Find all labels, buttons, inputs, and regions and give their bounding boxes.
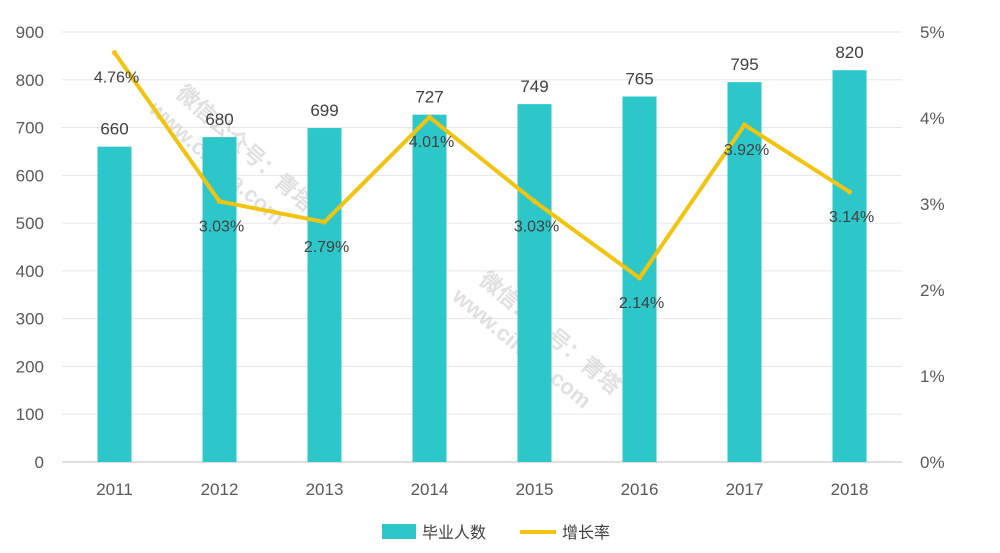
y-left-tick-label: 800 bbox=[16, 71, 44, 90]
x-tick-label: 2014 bbox=[411, 480, 449, 499]
y-left-tick-label: 300 bbox=[16, 310, 44, 329]
y-right-tick-label: 1% bbox=[920, 367, 945, 386]
bar bbox=[202, 137, 237, 462]
line-point bbox=[217, 198, 222, 204]
line-point bbox=[847, 189, 852, 195]
rate-value-label: 3.03% bbox=[199, 218, 244, 235]
y-left-tick-label: 900 bbox=[16, 23, 44, 42]
rate-value-label: 2.14% bbox=[619, 295, 664, 312]
bar-value-label: 749 bbox=[520, 77, 548, 96]
axis-labels: 0 100 200 300 400 500 600 700 800 900 0% 1% 2% 3% 4% 5%… bbox=[16, 23, 945, 499]
rate-value-label: 2.79% bbox=[304, 239, 349, 256]
bar-series bbox=[97, 70, 867, 463]
y-left-tick-label: 400 bbox=[16, 262, 44, 281]
y-right-tick-label: 5% bbox=[920, 23, 945, 42]
data-labels: 660 680 699 727 749 765 795 820 4.76% 3.03% 2.79% 4… bbox=[94, 43, 874, 312]
x-tick-label: 2011 bbox=[96, 480, 133, 499]
y-right-tick-label: 0% bbox=[920, 453, 945, 472]
bar bbox=[832, 70, 867, 462]
x-tick-label: 2018 bbox=[831, 480, 869, 499]
legend-swatch-bar bbox=[382, 524, 416, 539]
line-series bbox=[112, 50, 852, 281]
line-point bbox=[532, 198, 537, 204]
bar-value-label: 765 bbox=[625, 70, 653, 89]
rate-value-label: 4.01% bbox=[409, 134, 454, 151]
bar bbox=[517, 104, 552, 463]
rate-value-label: 3.03% bbox=[514, 218, 559, 235]
bar bbox=[97, 146, 132, 462]
bar bbox=[412, 114, 447, 463]
bar bbox=[727, 82, 762, 463]
line-point bbox=[322, 219, 327, 225]
rate-value-label: 4.76% bbox=[94, 70, 139, 87]
y-right-tick-label: 4% bbox=[920, 109, 945, 128]
y-left-tick-label: 200 bbox=[16, 357, 44, 376]
y-right-tick-label: 2% bbox=[920, 281, 945, 300]
x-tick-label: 2017 bbox=[726, 480, 764, 499]
bar-value-label: 680 bbox=[205, 110, 233, 129]
y-left-tick-label: 600 bbox=[16, 166, 44, 185]
legend-label-line: 增长率 bbox=[562, 524, 610, 542]
y-left-tick-label: 100 bbox=[16, 405, 44, 424]
x-tick-label: 2012 bbox=[201, 480, 239, 499]
x-tick-label: 2015 bbox=[516, 480, 554, 499]
line-point bbox=[112, 50, 117, 56]
bar-value-label: 820 bbox=[835, 43, 863, 62]
line-path bbox=[112, 50, 852, 280]
line-point bbox=[742, 122, 747, 128]
line-point bbox=[427, 114, 432, 120]
y-left-tick-label: 0 bbox=[35, 453, 44, 472]
rate-value-label: 3.92% bbox=[724, 142, 769, 159]
bar-value-label: 795 bbox=[730, 55, 758, 74]
bar-value-label: 727 bbox=[415, 88, 443, 107]
legend: 毕业人数 增长率 bbox=[382, 524, 610, 542]
y-right-tick-label: 3% bbox=[920, 195, 945, 214]
x-tick-label: 2013 bbox=[306, 480, 344, 499]
bar-value-label: 699 bbox=[310, 101, 338, 120]
rate-value-label: 3.14% bbox=[829, 209, 874, 226]
line-point bbox=[637, 275, 642, 281]
y-left-tick-label: 700 bbox=[16, 119, 44, 138]
bar bbox=[307, 128, 342, 463]
y-left-tick-label: 500 bbox=[16, 214, 44, 233]
x-tick-label: 2016 bbox=[621, 480, 659, 499]
bar-value-label: 660 bbox=[100, 120, 128, 139]
legend-label-bar: 毕业人数 bbox=[422, 524, 486, 542]
